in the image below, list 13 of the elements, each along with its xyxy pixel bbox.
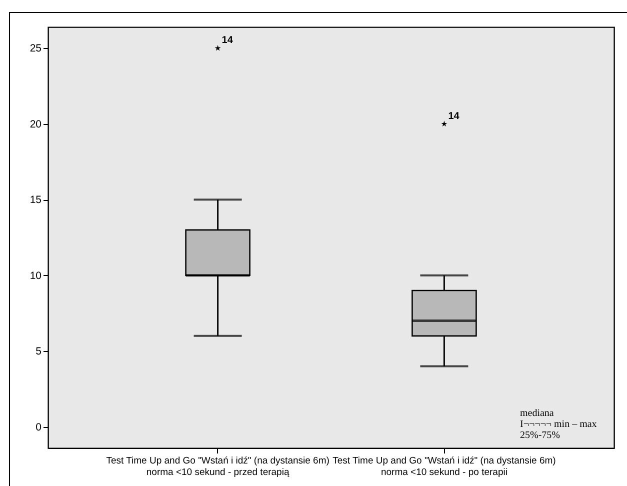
y-tick-label: 10 (30, 270, 42, 282)
y-tick-label: 20 (30, 118, 42, 130)
annotation: 25%-75% (520, 430, 560, 441)
y-tick-label: 15 (30, 194, 42, 206)
y-tick-label: 25 (30, 42, 42, 55)
annotation: I¬¬¬¬¬ min – max (520, 419, 597, 430)
annotation: 14 (448, 110, 460, 122)
x-tick-label: Test Time Up and Go "Wstań i idź" (na dystansie 6m) norma <10 sekund - po terapii (332, 456, 556, 478)
y-tick-label: 5 (36, 346, 42, 358)
annotation: mediana (520, 408, 554, 419)
y-tick-label: 0 (36, 421, 42, 434)
x-tick-label: Test Time Up and Go "Wstań i idź" (na dystansie 6m) norma <10 sekund - przed terapią (106, 456, 330, 478)
annotation: 14 (222, 35, 234, 46)
